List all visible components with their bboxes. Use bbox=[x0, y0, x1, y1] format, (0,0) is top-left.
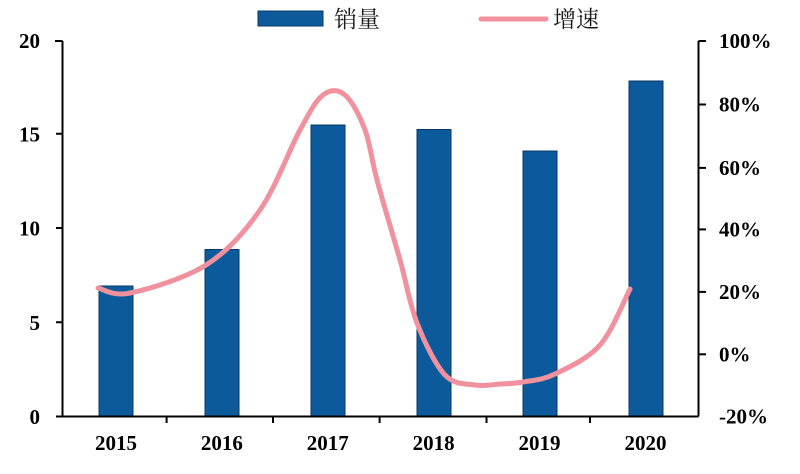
svg-text:20%: 20% bbox=[719, 280, 761, 304]
svg-text:20: 20 bbox=[19, 29, 40, 53]
svg-text:2016: 2016 bbox=[201, 431, 243, 455]
svg-text:15: 15 bbox=[19, 122, 40, 146]
svg-text:0%: 0% bbox=[719, 342, 751, 366]
svg-text:0: 0 bbox=[30, 405, 41, 429]
svg-text:5: 5 bbox=[30, 311, 41, 335]
svg-text:2020: 2020 bbox=[624, 431, 666, 455]
svg-text:2017: 2017 bbox=[307, 431, 349, 455]
svg-text:销量: 销量 bbox=[334, 1, 380, 34]
svg-text:增速: 增速 bbox=[553, 1, 599, 34]
svg-text:80%: 80% bbox=[719, 93, 761, 117]
svg-text:10: 10 bbox=[19, 217, 40, 241]
svg-text:2018: 2018 bbox=[413, 431, 455, 455]
svg-text:40%: 40% bbox=[719, 217, 761, 241]
svg-text:2015: 2015 bbox=[95, 431, 137, 455]
svg-text:-20%: -20% bbox=[719, 405, 768, 429]
svg-text:100%: 100% bbox=[719, 29, 772, 53]
svg-text:2019: 2019 bbox=[519, 431, 561, 455]
svg-text:60%: 60% bbox=[719, 156, 761, 180]
